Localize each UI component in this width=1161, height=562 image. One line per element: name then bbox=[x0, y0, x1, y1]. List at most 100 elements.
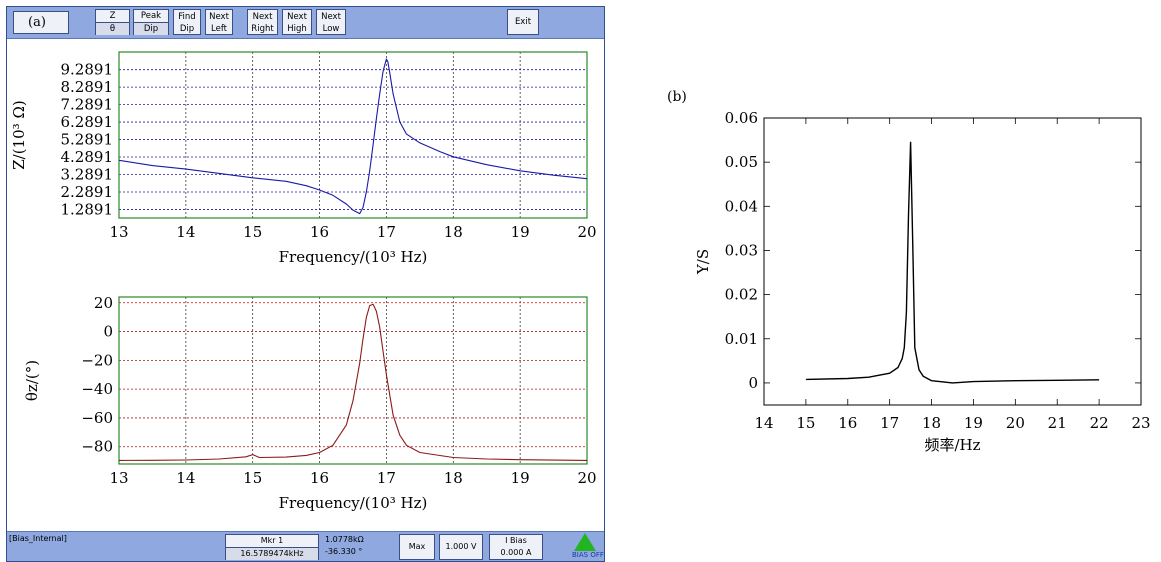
theta-plot-ytick-label: 0 bbox=[103, 323, 113, 341]
theta-plot-ytick-label: −20 bbox=[81, 351, 113, 369]
next-low-button[interactable]: Next Low bbox=[316, 9, 346, 35]
panel-label-a: (a) bbox=[13, 11, 69, 34]
theta-plot-xlabel: Frequency/(10³ Hz) bbox=[279, 494, 428, 512]
theta-plot-xtick-label: 20 bbox=[577, 469, 596, 487]
voltage-button[interactable]: 1.000 V bbox=[439, 534, 483, 560]
panel-label-b: (b) bbox=[667, 89, 687, 105]
z-plot-ytick-label: 2.2891 bbox=[61, 183, 114, 201]
theta-plot-xtick-label: 18 bbox=[444, 469, 463, 487]
admittance-chart: 14 15 16 17 18 19 20 21 22 23 0 0.01 0.02 0.03 0.04 0.0… bbox=[667, 89, 1151, 454]
next-high-label-line2: High bbox=[287, 24, 307, 34]
theta-plot-ytick-label: −60 bbox=[81, 409, 113, 427]
max-button[interactable]: Max bbox=[399, 534, 435, 560]
exit-button[interactable]: Exit bbox=[507, 9, 539, 35]
bias-state-label: BIAS OFF bbox=[572, 551, 604, 559]
y-plot-ytick-label: 0 bbox=[748, 374, 758, 392]
z-plot-xtick-label: 15 bbox=[243, 223, 262, 241]
next-left-label-line1: Next bbox=[209, 12, 229, 22]
next-low-label-line1: Next bbox=[321, 12, 341, 22]
next-left-label-line2: Left bbox=[211, 24, 227, 34]
y-plot-xtick-label: 19 bbox=[964, 414, 983, 432]
peak-dip-toggle-button[interactable]: Peak Dip bbox=[133, 9, 169, 35]
theta-plot-xtick-label: 16 bbox=[310, 469, 329, 487]
analyzer-plots: 13 14 15 16 17 18 19 20 1.28912.28913.28914.2891… bbox=[10, 51, 597, 512]
ibias-label: I Bias bbox=[505, 536, 527, 545]
dip-label: Dip bbox=[134, 22, 168, 35]
y-plot-xtick-label: 17 bbox=[880, 414, 899, 432]
y-plot-xtick-label: 20 bbox=[1006, 414, 1025, 432]
y-plot-xtick-label: 14 bbox=[754, 414, 773, 432]
theta-plot-ytick-label: 20 bbox=[94, 294, 113, 312]
z-plot-xtick-label: 19 bbox=[511, 223, 530, 241]
next-low-label-line2: Low bbox=[322, 24, 340, 34]
find-dip-label-line1: Find bbox=[178, 12, 196, 22]
z-plot-ylabel: Z/(10³ Ω) bbox=[10, 100, 28, 170]
theta-plot-xtick-label: 19 bbox=[511, 469, 530, 487]
next-high-label-line1: Next bbox=[287, 12, 307, 22]
marker-box[interactable]: Mkr 1 16.5789474kHz bbox=[225, 534, 319, 560]
y-plot-xlabel: 频率/Hz bbox=[924, 436, 980, 454]
z-plot-xtick-label: 14 bbox=[176, 223, 195, 241]
z-plot-series-line bbox=[118, 58, 588, 215]
theta-plot-frame bbox=[118, 296, 588, 465]
z-plot-xtick-label: 18 bbox=[444, 223, 463, 241]
next-left-button[interactable]: Next Left bbox=[205, 9, 233, 35]
y-plot-frame bbox=[763, 117, 1142, 406]
ibias-button[interactable]: I Bias 0.000 A bbox=[489, 534, 543, 560]
y-plot-ytick-label: 0.01 bbox=[725, 330, 758, 348]
bias-source-label: [Bias_Internal] bbox=[9, 534, 67, 543]
theta-plot-xtick-label: 13 bbox=[109, 469, 128, 487]
y-plot-xtick-label: 21 bbox=[1048, 414, 1067, 432]
marker-frequency: 16.5789474kHz bbox=[226, 548, 318, 560]
marker-phase: -36.330 ° bbox=[325, 547, 363, 556]
y-plot-ytick-label: 0.03 bbox=[725, 241, 758, 259]
theta-plot-ylabel: θz/(°) bbox=[23, 360, 41, 401]
theta-plot-xtick-label: 14 bbox=[176, 469, 195, 487]
impedance-analyzer-screen: (a) Z θ Peak Dip Find Dip Next Left Next… bbox=[6, 6, 605, 562]
y-plot-xtick-label: 15 bbox=[796, 414, 815, 432]
z-plot-ytick-label: 4.2891 bbox=[61, 148, 114, 166]
analyzer-statusbar: [Bias_Internal] Mkr 1 16.5789474kHz 1.07… bbox=[7, 531, 604, 561]
next-high-button[interactable]: Next High bbox=[282, 9, 312, 35]
peak-label: Peak bbox=[140, 11, 162, 21]
y-plot-ytick-label: 0.02 bbox=[725, 286, 758, 304]
ibias-value: 0.000 A bbox=[500, 548, 532, 557]
theta-plot-series-line bbox=[118, 303, 588, 461]
theta-plot-xtick-label: 17 bbox=[377, 469, 396, 487]
z-label: Z bbox=[109, 11, 116, 21]
y-plot-ylabel: Y/S bbox=[694, 249, 712, 275]
z-plot-xtick-label: 16 bbox=[310, 223, 329, 241]
y-plot-xtick-label: 22 bbox=[1090, 414, 1109, 432]
find-dip-label-line2: Dip bbox=[179, 24, 195, 34]
bias-indicator-icon bbox=[574, 533, 596, 551]
z-plot-xtick-label: 13 bbox=[109, 223, 128, 241]
y-plot-xtick-label: 23 bbox=[1131, 414, 1150, 432]
marker-value: 1.0778kΩ bbox=[325, 535, 364, 544]
z-plot-frame bbox=[118, 51, 588, 219]
z-plot-xtick-label: 17 bbox=[377, 223, 396, 241]
find-dip-button[interactable]: Find Dip bbox=[173, 9, 201, 35]
z-plot-ytick-label: 7.2891 bbox=[61, 96, 114, 114]
y-plot-ytick-label: 0.05 bbox=[725, 153, 758, 171]
theta-label: θ bbox=[96, 22, 129, 35]
y-plot-ytick-label: 0.06 bbox=[725, 109, 758, 127]
marker-label: Mkr 1 bbox=[226, 535, 318, 548]
z-plot-ytick-label: 1.2891 bbox=[61, 200, 114, 218]
next-right-label-line1: Next bbox=[252, 12, 273, 22]
y-plot-ytick-label: 0.04 bbox=[725, 197, 758, 215]
z-plot-xlabel: Frequency/(10³ Hz) bbox=[279, 248, 428, 266]
analyzer-toolbar: (a) Z θ Peak Dip Find Dip Next Left Next… bbox=[7, 7, 604, 39]
y-plot-xtick-label: 16 bbox=[838, 414, 857, 432]
z-plot-xtick-label: 20 bbox=[577, 223, 596, 241]
z-plot-ytick-label: 3.2891 bbox=[61, 166, 114, 184]
theta-plot-xtick-label: 15 bbox=[243, 469, 262, 487]
z-plot-ytick-label: 5.2891 bbox=[61, 131, 114, 149]
y-plot-series-line bbox=[805, 141, 1100, 384]
next-right-button[interactable]: Next Right bbox=[247, 9, 278, 35]
z-theta-toggle-button[interactable]: Z θ bbox=[95, 9, 130, 35]
z-plot-ytick-label: 9.2891 bbox=[61, 61, 114, 79]
y-plot-xtick-label: 18 bbox=[922, 414, 941, 432]
theta-plot-ytick-label: −40 bbox=[81, 380, 113, 398]
z-plot-ytick-label: 8.2891 bbox=[61, 78, 114, 96]
theta-plot-ytick-label: −80 bbox=[81, 438, 113, 456]
